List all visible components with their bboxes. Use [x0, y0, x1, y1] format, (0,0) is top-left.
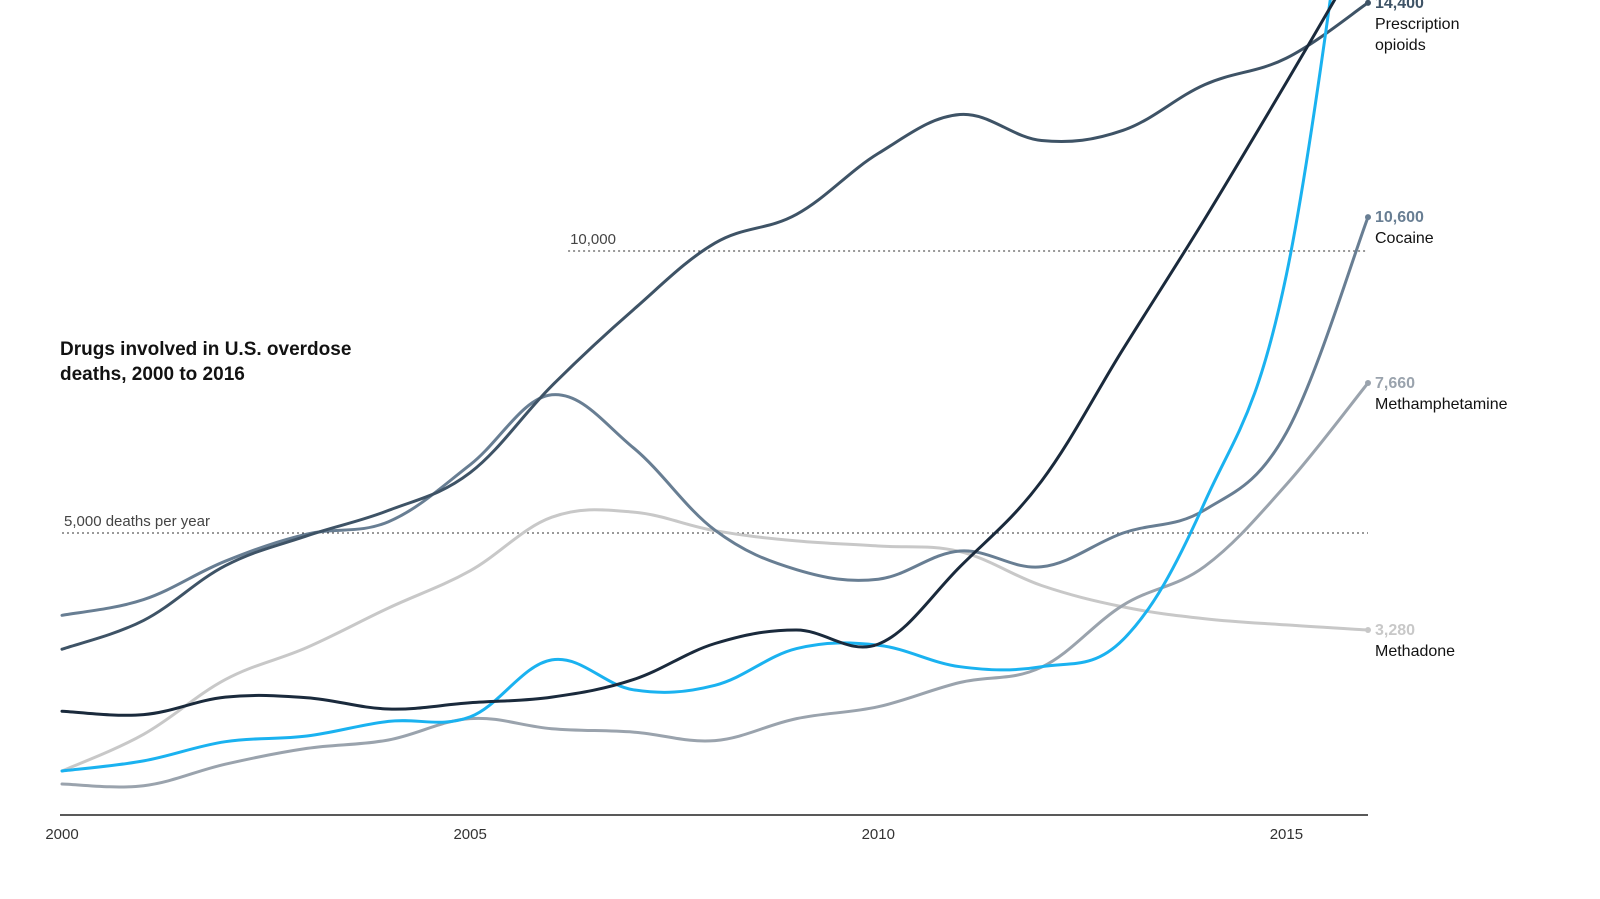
reference-lines: 5,000 deaths per year 10,000 — [62, 231, 1368, 534]
reference-label-5000: 5,000 deaths per year — [64, 513, 210, 530]
series-end-labels: 14,400 Prescription opioids 10,600 Cocaine 7,… — [1365, 0, 1508, 660]
series-lines — [60, 0, 1370, 789]
end-name-methamphetamine: Methamphetamine — [1375, 396, 1508, 413]
end-dot-methamphetamine — [1365, 379, 1371, 386]
series-line-cocaine — [60, 215, 1370, 617]
end-value-cocaine: 10,600 — [1375, 209, 1424, 226]
end-value-methamphetamine: 7,660 — [1375, 375, 1415, 392]
end-value-prescription-opioids: 14,400 — [1375, 0, 1424, 12]
series-line-heroin — [60, 0, 1337, 717]
end-name-methadone: Methadone — [1375, 643, 1455, 660]
end-dot-prescription-opioids — [1365, 0, 1371, 6]
x-axis: 2000 2005 2010 2015 — [45, 814, 1368, 843]
chart-title: Drugs involved in U.S. overdose deaths, … — [60, 339, 352, 385]
series-line-methamphetamine — [60, 381, 1370, 789]
end-value-methadone: 3,280 — [1375, 622, 1415, 639]
end-name-cocaine: Cocaine — [1375, 230, 1434, 247]
series-line-synthetic — [60, 0, 1332, 773]
reference-label-10000: 10,000 — [570, 231, 616, 248]
series-line-prescription-opioids — [60, 1, 1370, 651]
x-tick-label-2000: 2000 — [45, 826, 78, 843]
end-dot-cocaine — [1365, 214, 1371, 221]
end-name-prescription-opioids: Prescription opioids — [1375, 16, 1459, 54]
end-dot-methadone — [1365, 627, 1371, 634]
x-tick-label-2015: 2015 — [1270, 826, 1303, 843]
x-tick-label-2005: 2005 — [453, 826, 486, 843]
x-tick-label-2010: 2010 — [862, 826, 895, 843]
